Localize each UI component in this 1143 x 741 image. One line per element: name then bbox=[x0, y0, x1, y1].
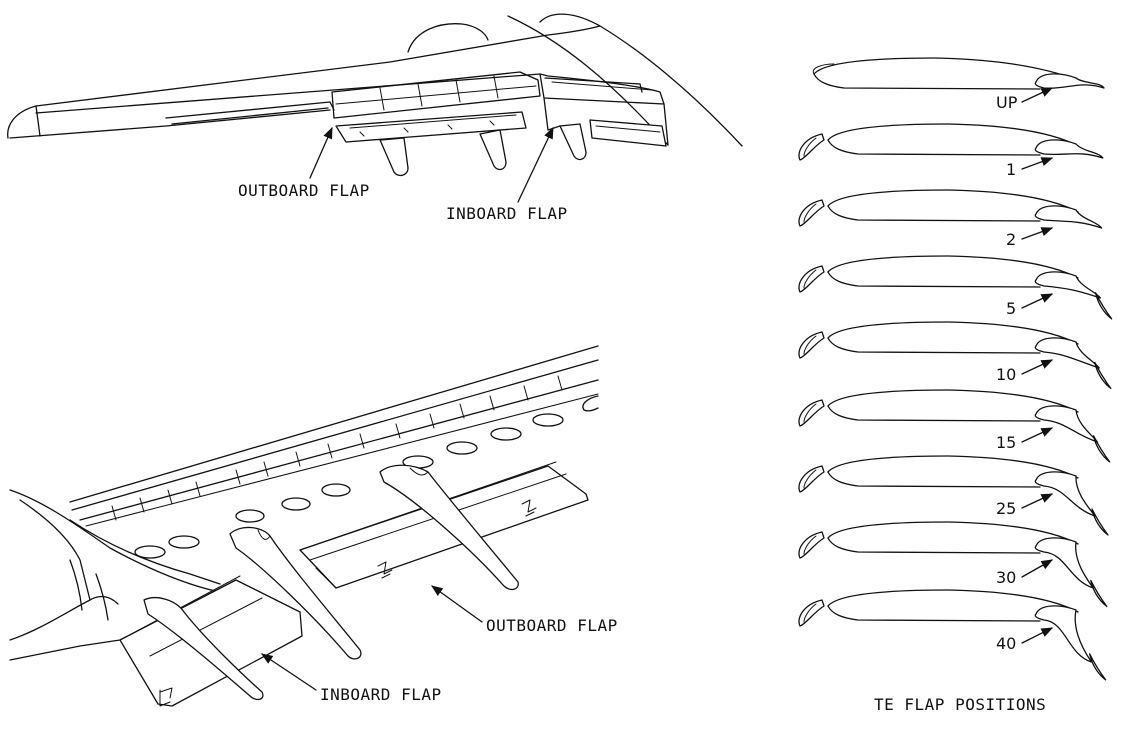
bottom-inboard-arrow bbox=[261, 653, 317, 691]
flap-setting-arrow bbox=[1021, 87, 1054, 103]
flap-setting-label: 25 bbox=[996, 499, 1016, 518]
flap-profile-15 bbox=[798, 389, 1111, 463]
wing-bottom-view bbox=[9, 345, 599, 707]
flap-setting-arrow bbox=[1021, 293, 1054, 309]
flap-setting-arrow bbox=[1021, 359, 1054, 375]
bottom-inboard-flap-label: INBOARD FLAP bbox=[320, 685, 442, 704]
te-flap-positions-caption: TE FLAP POSITIONS bbox=[874, 695, 1046, 714]
flap-profile-5 bbox=[798, 255, 1113, 320]
bottom-outboard-arrow bbox=[431, 585, 483, 623]
flap-setting-label: 5 bbox=[1006, 299, 1016, 318]
bottom-outboard-flap-label: OUTBOARD FLAP bbox=[486, 616, 618, 635]
flap-setting-arrow bbox=[1021, 627, 1054, 644]
flap-profile-25 bbox=[798, 455, 1109, 536]
flap-setting-label: 1 bbox=[1006, 160, 1016, 179]
flap-profile-1 bbox=[798, 123, 1104, 161]
flap-setting-arrow bbox=[1021, 427, 1054, 443]
top-inboard-flap-label: INBOARD FLAP bbox=[446, 204, 568, 223]
flap-profile-2 bbox=[798, 189, 1103, 229]
flap-setting-label: UP bbox=[996, 93, 1018, 112]
flap-setting-arrow bbox=[1021, 227, 1054, 240]
flap-setting-label: 40 bbox=[996, 634, 1016, 653]
flap-setting-label: 10 bbox=[996, 365, 1016, 384]
flap-profile-up bbox=[812, 57, 1105, 90]
flap-profile-40 bbox=[798, 589, 1107, 681]
flap-setting-arrow bbox=[1021, 157, 1054, 170]
top-outboard-flap-label: OUTBOARD FLAP bbox=[238, 181, 370, 200]
flap-profile-10 bbox=[798, 321, 1112, 390]
wing-top-view bbox=[7, 13, 743, 177]
top-outboard-arrow bbox=[309, 126, 333, 179]
flap-profile-30 bbox=[798, 521, 1108, 608]
top-inboard-arrow bbox=[517, 126, 554, 203]
flap-setting-label: 30 bbox=[996, 568, 1016, 587]
flap-setting-label: 2 bbox=[1006, 230, 1016, 249]
flap-setting-arrow bbox=[1021, 559, 1054, 578]
flap-setting-label: 15 bbox=[996, 433, 1016, 452]
flap-setting-arrow bbox=[1021, 493, 1054, 509]
